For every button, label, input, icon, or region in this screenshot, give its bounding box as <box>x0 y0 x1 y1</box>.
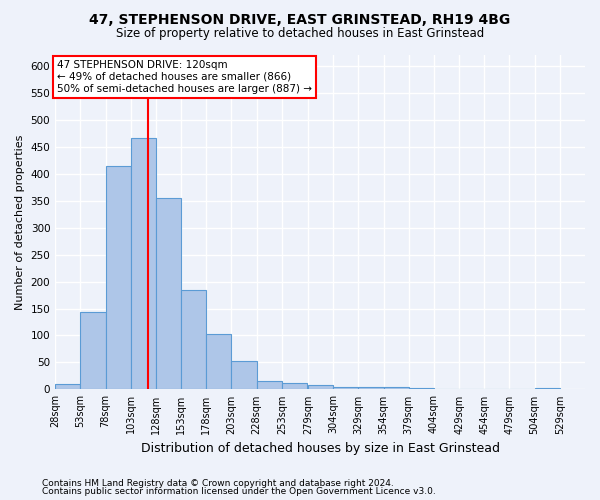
Bar <box>358 388 383 390</box>
Bar <box>257 381 282 390</box>
Bar <box>106 166 131 390</box>
Bar <box>333 386 358 390</box>
Text: Contains HM Land Registry data © Crown copyright and database right 2024.: Contains HM Land Registry data © Crown c… <box>42 478 394 488</box>
Text: 47, STEPHENSON DRIVE, EAST GRINSTEAD, RH19 4BG: 47, STEPHENSON DRIVE, EAST GRINSTEAD, RH… <box>89 12 511 26</box>
Bar <box>282 383 307 390</box>
Bar <box>156 198 181 390</box>
Text: 47 STEPHENSON DRIVE: 120sqm
← 49% of detached houses are smaller (866)
50% of se: 47 STEPHENSON DRIVE: 120sqm ← 49% of det… <box>57 60 312 94</box>
Text: Contains public sector information licensed under the Open Government Licence v3: Contains public sector information licen… <box>42 487 436 496</box>
Bar <box>131 138 156 390</box>
Bar <box>535 388 560 390</box>
Bar <box>409 388 434 390</box>
Bar <box>232 361 257 390</box>
Bar <box>308 384 333 390</box>
Bar <box>206 334 232 390</box>
Bar <box>80 312 106 390</box>
X-axis label: Distribution of detached houses by size in East Grinstead: Distribution of detached houses by size … <box>140 442 500 455</box>
Bar <box>181 290 206 390</box>
Bar <box>383 388 409 390</box>
Text: Size of property relative to detached houses in East Grinstead: Size of property relative to detached ho… <box>116 28 484 40</box>
Y-axis label: Number of detached properties: Number of detached properties <box>15 134 25 310</box>
Bar <box>55 384 80 390</box>
